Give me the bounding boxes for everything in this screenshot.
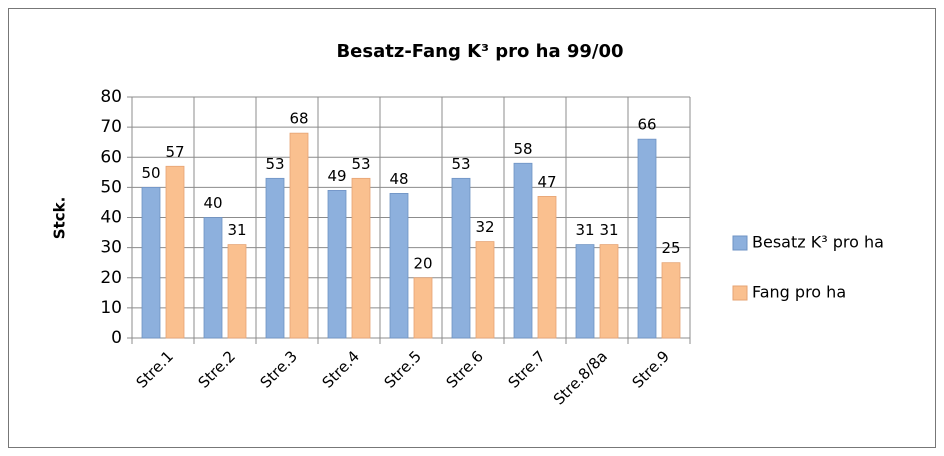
data-label: 53: [351, 155, 370, 173]
bar: [327, 189, 347, 339]
data-label: 31: [575, 221, 594, 239]
data-label: 48: [389, 170, 408, 188]
bar: [389, 192, 409, 339]
legend-label: Fang pro ha: [752, 283, 846, 302]
chart-title: Besatz-Fang K³ pro ha 99/00: [336, 41, 623, 62]
data-label: 68: [289, 110, 308, 128]
bar: [599, 244, 619, 339]
y-tick-label: 10: [100, 298, 122, 318]
bar: [513, 162, 533, 339]
bar: [227, 244, 247, 339]
bar: [165, 165, 185, 339]
bar: [661, 262, 681, 339]
data-label: 32: [475, 218, 494, 236]
y-tick-label: 60: [100, 147, 122, 167]
data-label: 40: [203, 194, 222, 212]
chart-border: [8, 8, 936, 448]
data-label: 25: [661, 239, 680, 257]
bar: [289, 132, 309, 339]
legend-swatch: [732, 235, 748, 251]
bar: [265, 177, 285, 339]
data-label: 31: [599, 221, 618, 239]
y-tick-label: 20: [100, 268, 122, 288]
y-tick-label: 70: [100, 117, 122, 137]
bar: [451, 177, 471, 339]
data-label: 66: [637, 116, 656, 134]
data-label: 53: [451, 155, 470, 173]
bar: [351, 177, 371, 339]
bar: [537, 196, 557, 339]
legend-swatch: [732, 285, 748, 301]
bar: [203, 217, 223, 339]
y-tick-label: 0: [111, 328, 122, 348]
y-axis-label: Stck.: [51, 197, 69, 240]
data-label: 57: [165, 143, 184, 161]
y-tick-label: 50: [100, 177, 122, 197]
bar: [575, 244, 595, 339]
data-label: 31: [227, 221, 246, 239]
data-label: 58: [513, 140, 532, 158]
y-tick-label: 30: [100, 238, 122, 258]
bar: [475, 241, 495, 339]
bar: [637, 138, 657, 339]
data-label: 53: [265, 155, 284, 173]
y-tick-label: 40: [100, 208, 122, 228]
data-label: 49: [327, 167, 346, 185]
bar: [141, 186, 161, 339]
legend-label: Besatz K³ pro ha: [752, 233, 884, 252]
data-label: 20: [413, 254, 432, 272]
y-tick-label: 80: [100, 87, 122, 107]
data-label: 47: [537, 173, 556, 191]
bar: [413, 277, 433, 339]
data-label: 50: [141, 164, 160, 182]
